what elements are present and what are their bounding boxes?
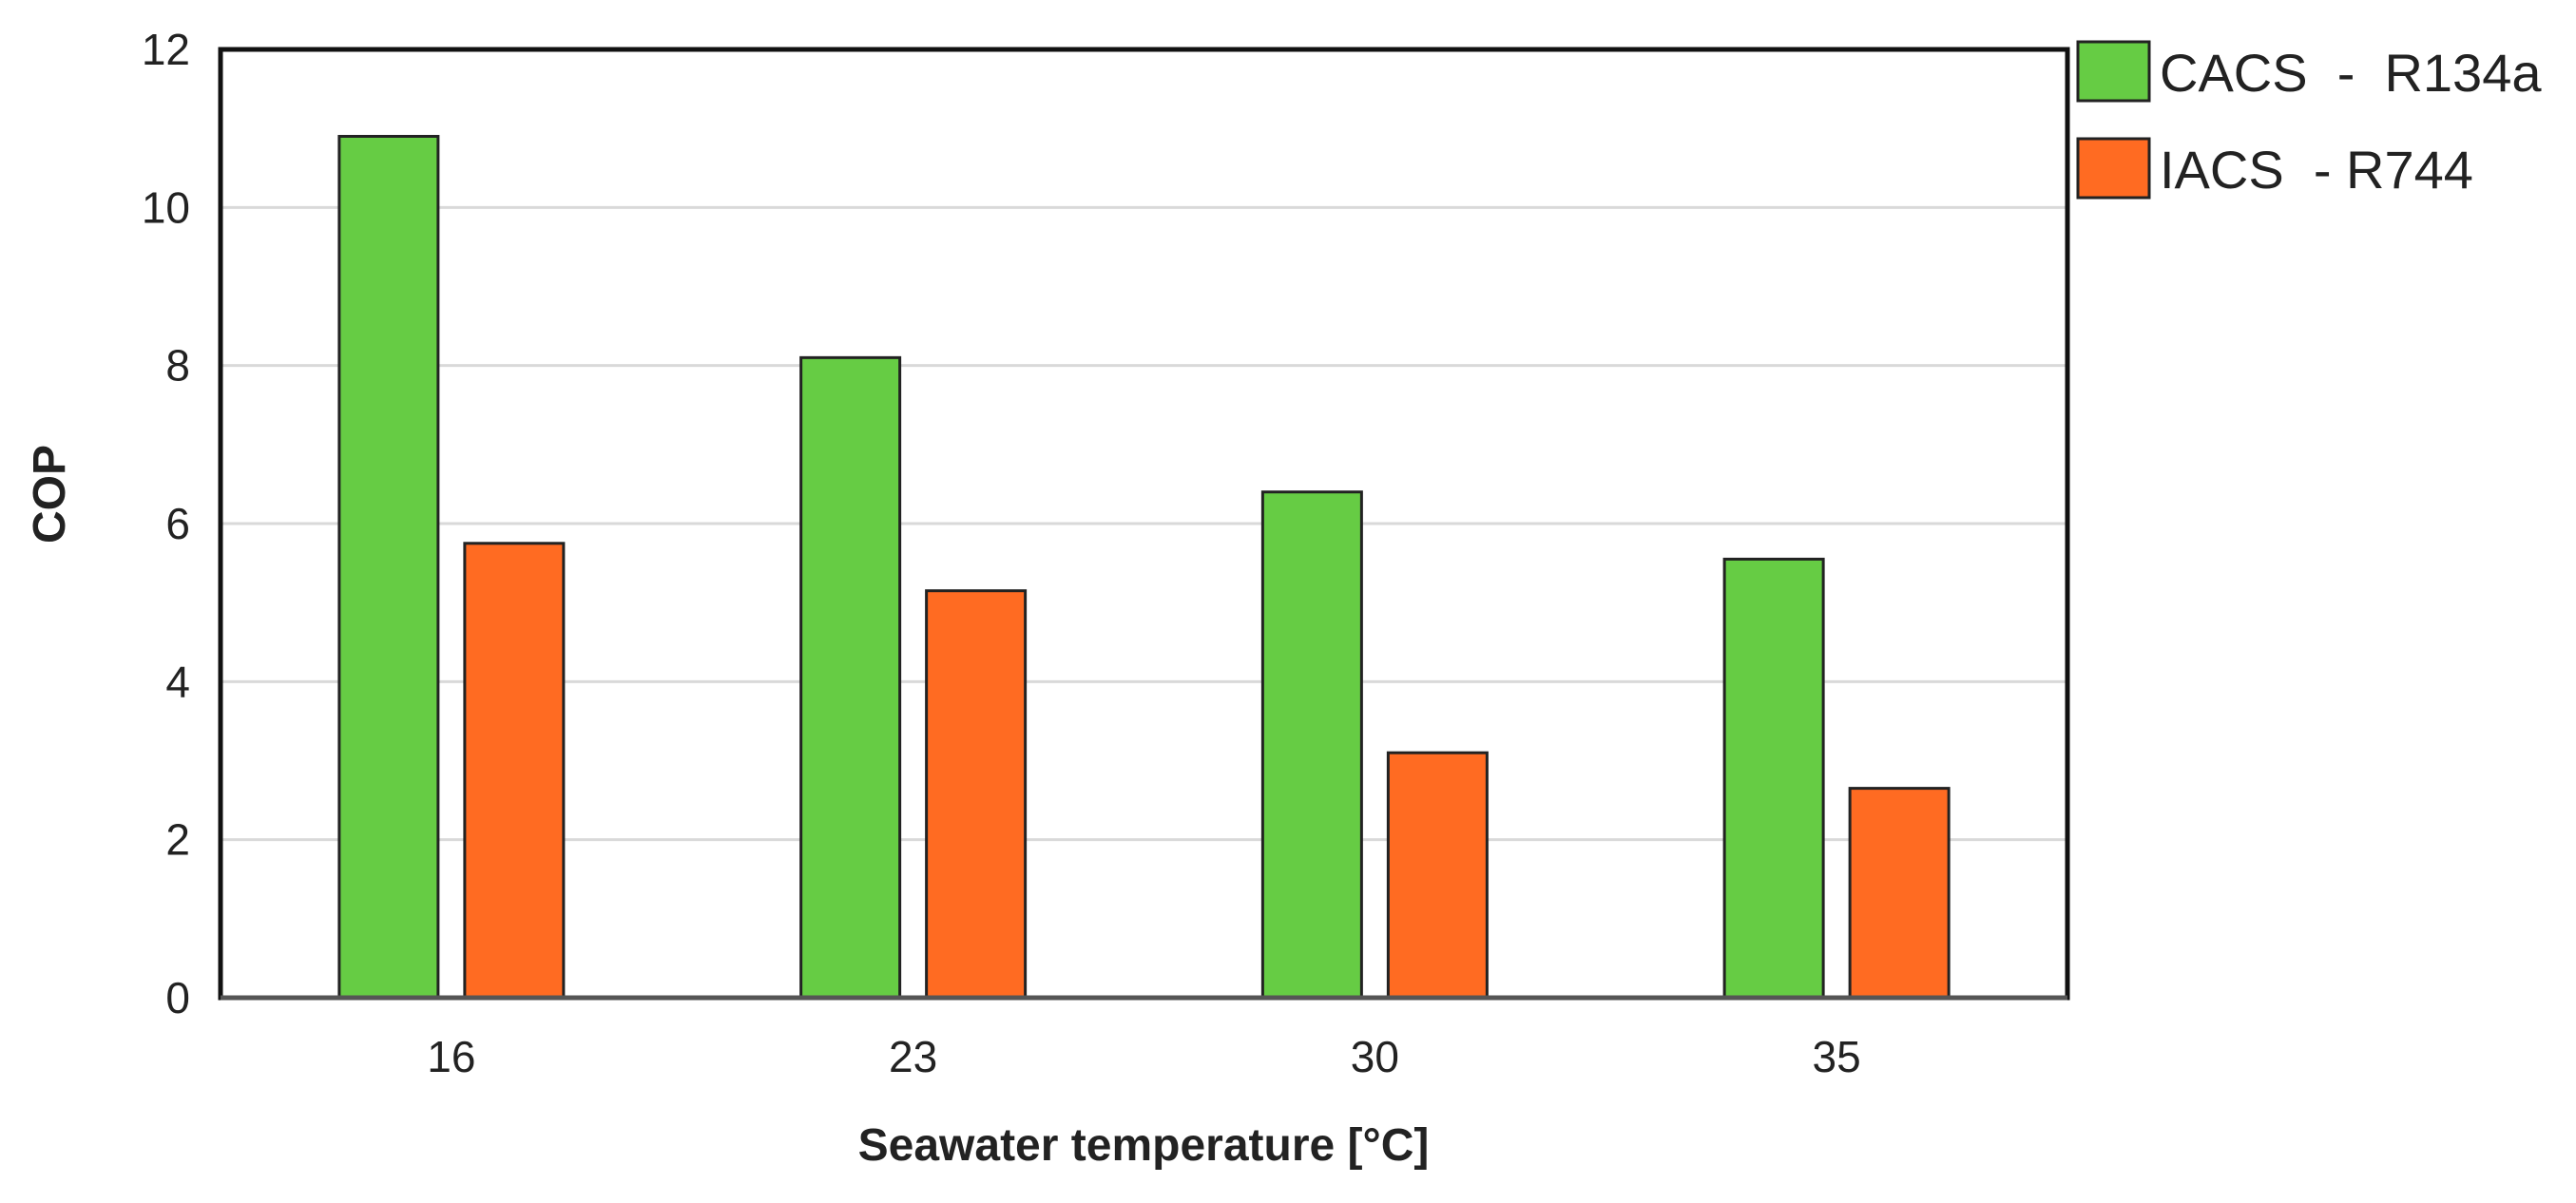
bar-iacs-r744-35	[1848, 787, 1951, 1000]
bar-iacs-r744-23	[925, 589, 1028, 1000]
legend-item-cacs-r134a: CACS - R134a	[2076, 40, 2542, 103]
x-axis-ticks: 16 23 30 35	[427, 1032, 1860, 1081]
legend-label-iacs-r744: IACS - R744	[2160, 140, 2473, 200]
legend: CACS - R134a IACS - R744	[2076, 40, 2542, 200]
bars	[337, 134, 1951, 1000]
y-tick-label: 12	[142, 25, 190, 74]
y-tick-label: 0	[165, 973, 190, 1022]
bar-cacs-r134a-30	[1260, 490, 1363, 1000]
x-axis-title: Seawater temperature [°C]	[858, 1120, 1430, 1171]
y-tick-label: 4	[165, 657, 190, 706]
x-tick-label-35: 35	[1813, 1032, 1861, 1081]
legend-swatch-iacs-r744	[2076, 137, 2151, 200]
legend-label-cacs-r134a: CACS - R134a	[2160, 43, 2542, 103]
y-tick-label: 8	[165, 341, 190, 391]
y-tick-label: 10	[142, 182, 190, 232]
x-tick-label-23: 23	[889, 1032, 937, 1081]
bar-cacs-r134a-35	[1722, 557, 1825, 1000]
bar-iacs-r744-30	[1386, 751, 1489, 1000]
legend-swatch-cacs-r134a	[2076, 40, 2151, 103]
y-axis-title: COP	[25, 445, 75, 544]
x-tick-label-16: 16	[427, 1032, 475, 1081]
legend-item-iacs-r744: IACS - R744	[2076, 137, 2473, 200]
y-tick-label: 6	[165, 499, 190, 548]
y-tick-label: 2	[165, 815, 190, 865]
y-axis-ticks: 0 2 4 6 8 10 12	[142, 25, 190, 1022]
bar-cacs-r134a-23	[799, 355, 902, 1000]
bar-cacs-r134a-16	[337, 134, 440, 1000]
x-tick-label-30: 30	[1351, 1032, 1399, 1081]
bar-iacs-r744-16	[463, 542, 566, 1000]
